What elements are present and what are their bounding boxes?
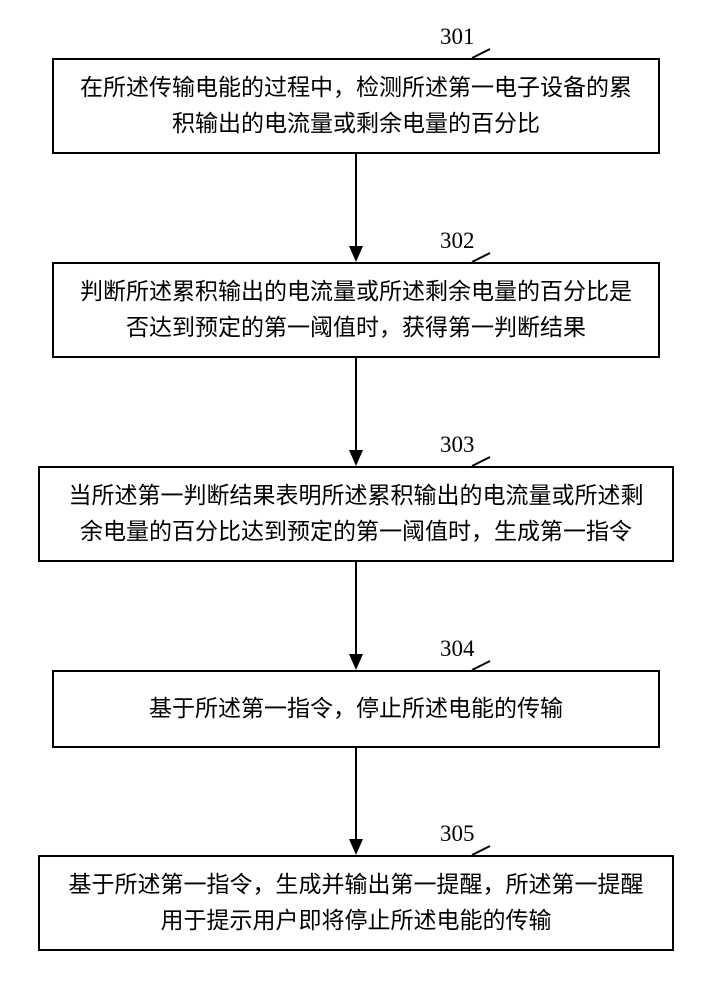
flow-edge-n4-n5 <box>0 0 710 1000</box>
flowchart-canvas: 在所述传输电能的过程中，检测所述第一电子设备的累积输出的电流量或剩余电量的百分比… <box>0 0 710 1000</box>
